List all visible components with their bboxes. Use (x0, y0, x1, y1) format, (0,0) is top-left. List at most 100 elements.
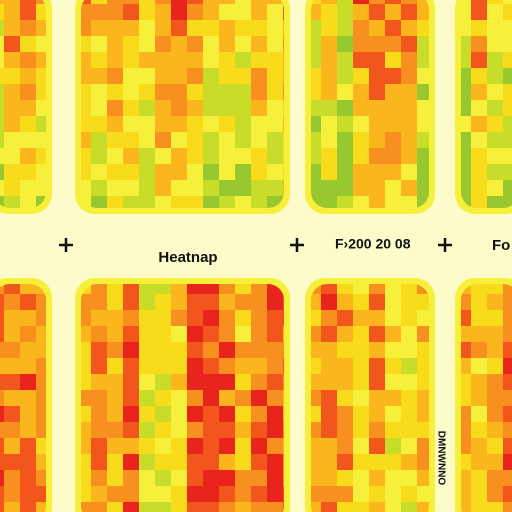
heatmap-cell (337, 358, 354, 375)
heatmap-cell (187, 422, 204, 439)
heatmap-cell (0, 390, 5, 407)
heatmap-cell (81, 374, 92, 391)
heatmap-cell (91, 406, 108, 423)
heatmap-cell (219, 390, 236, 407)
heatmap-cell (267, 438, 284, 455)
heatmap-cell (471, 52, 488, 69)
heatmap-cell (321, 284, 338, 295)
heatmap-cells (81, 0, 284, 208)
heatmap-cell (0, 294, 5, 311)
heatmap-cell (20, 390, 37, 407)
heatmap-cell (337, 342, 354, 359)
heatmap-cell (251, 20, 268, 37)
heatmap-cell (139, 502, 156, 512)
heatmap-cell (36, 374, 46, 391)
heatmap-cell (369, 180, 386, 197)
heatmap-cell (139, 470, 156, 487)
heatmap-cell (203, 132, 220, 149)
heatmap-cell (401, 486, 418, 503)
heatmap-cell (0, 486, 5, 503)
heatmap-cell (369, 438, 386, 455)
heatmap-cell (353, 342, 370, 359)
heatmap-cell (0, 342, 5, 359)
heatmap-cell (0, 164, 5, 181)
heatmap-cell (155, 454, 172, 471)
heatmap-cell (251, 4, 268, 21)
heatmap-cell (471, 438, 488, 455)
heatmap-cell (311, 358, 322, 375)
heatmap-cell (267, 20, 284, 37)
heatmap-cell (311, 326, 322, 343)
heatmap-cell (123, 20, 140, 37)
heatmap-cell (417, 68, 429, 85)
heatmap-cell (20, 470, 37, 487)
heatmap-cell (471, 358, 488, 375)
heatmap-cell (461, 374, 472, 391)
heatmap-cell (91, 310, 108, 327)
heatmap-cell (337, 196, 354, 208)
heatmap-cell (4, 342, 21, 359)
heatmap-cell (36, 164, 46, 181)
heatmap-cell (337, 294, 354, 311)
heatmap-cell (471, 284, 488, 295)
heatmap-cell (171, 342, 188, 359)
heatmap-cell (487, 148, 504, 165)
heatmap-cell (187, 486, 204, 503)
heatmap-cell (171, 284, 188, 295)
heatmap-cell (321, 164, 338, 181)
heatmap-cell (401, 52, 418, 69)
heatmap-cell (369, 326, 386, 343)
heatmap-cell (337, 326, 354, 343)
heatmap-cell (123, 4, 140, 21)
heatmap-cell (187, 374, 204, 391)
heatmap-cell (81, 180, 92, 197)
heatmap-cell (0, 68, 5, 85)
heatmap-cell (203, 196, 220, 208)
heatmap-cell (461, 502, 472, 512)
heatmap-cell (503, 454, 512, 471)
heatmap-cell (20, 310, 37, 327)
heatmap-cell (487, 470, 504, 487)
heatmap-cell (0, 502, 5, 512)
heatmap-cell (20, 116, 37, 133)
heatmap-cell (219, 310, 236, 327)
heatmap-cell (321, 52, 338, 69)
heatmap-cell (417, 116, 429, 133)
heatmap-cell (461, 294, 472, 311)
heatmap-cell (311, 374, 322, 391)
heatmap-cell (155, 358, 172, 375)
heatmap-cell (267, 4, 284, 21)
heatmap-cell (203, 310, 220, 327)
heatmap-cell (353, 4, 370, 21)
heatmap-cell (417, 148, 429, 165)
heatmap-cell (487, 486, 504, 503)
heatmap-cell (385, 84, 402, 101)
heatmap-cell (0, 132, 5, 149)
heatmap-cell (203, 406, 220, 423)
heatmap-cell (385, 20, 402, 37)
heatmap-cell (461, 390, 472, 407)
heatmap-cell (251, 0, 268, 5)
heatmap-cell (4, 374, 21, 391)
heatmap-cell (369, 100, 386, 117)
heatmap-cell (337, 470, 354, 487)
heatmap-cell (123, 84, 140, 101)
heatmap-cell (251, 148, 268, 165)
heatmap-cell (251, 84, 268, 101)
heatmap-cell (283, 20, 284, 37)
heatmap-cell (203, 100, 220, 117)
heatmap-cell (219, 502, 236, 512)
heatmap-cell (20, 4, 37, 21)
heatmap-cell (36, 52, 46, 69)
heatmap-cell (171, 84, 188, 101)
heatmap-cell (503, 486, 512, 503)
heatmap-cell (4, 20, 21, 37)
heatmap-cell (235, 4, 252, 21)
heatmap-cell (267, 502, 284, 512)
heatmap-cell (267, 100, 284, 117)
heatmap-cell (81, 502, 92, 512)
heatmap-cell (471, 310, 488, 327)
heatmap-cell (4, 0, 21, 5)
heatmap-cell (81, 326, 92, 343)
heatmap-cell (187, 454, 204, 471)
